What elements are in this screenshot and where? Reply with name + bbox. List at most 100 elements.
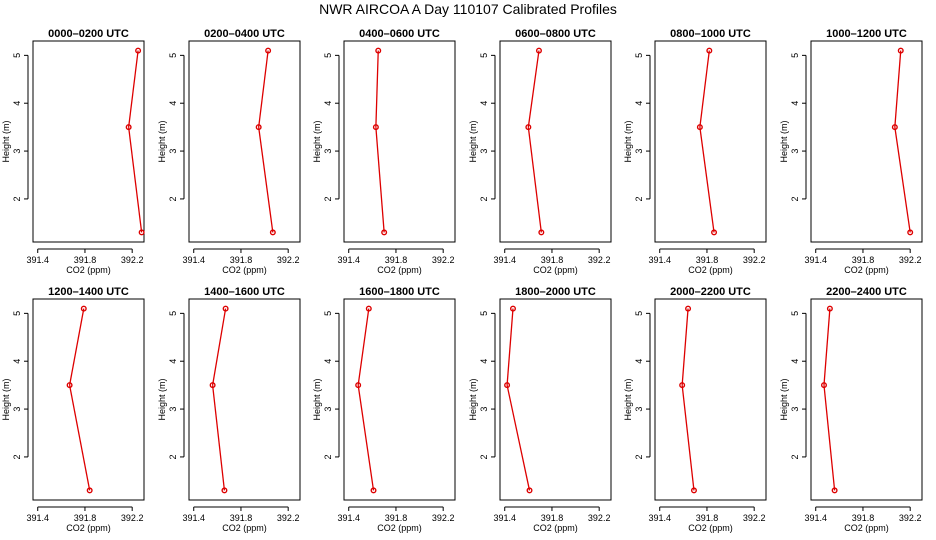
- x-tick-label: 391.8: [696, 255, 719, 265]
- series-line-segment: [527, 127, 542, 233]
- x-tick-label: 391.4: [182, 513, 205, 523]
- data-point: [222, 305, 229, 312]
- plot-frame: [32, 298, 145, 501]
- panel-title: 0400–0600 UTC: [359, 28, 440, 40]
- plot-frame: [810, 40, 923, 243]
- data-point: [696, 124, 703, 131]
- plot-frame: [654, 40, 767, 243]
- data-point: [526, 487, 533, 494]
- data-point: [679, 382, 686, 389]
- series-line-segment: [258, 50, 269, 128]
- y-tick-label: 5: [790, 311, 800, 316]
- y-tick-label: 2: [790, 196, 800, 201]
- series-line-segment: [258, 127, 274, 233]
- x-tick-label: 391.8: [541, 513, 564, 523]
- y-tick-label: 4: [479, 101, 489, 106]
- x-tick-label: 391.8: [74, 255, 97, 265]
- x-tick-label: 392.2: [588, 513, 611, 523]
- series-line-segment: [681, 308, 689, 386]
- x-axis-label: CO2 (ppm): [533, 265, 578, 275]
- x-axis-label: CO2 (ppm): [66, 523, 111, 533]
- data-point: [525, 124, 532, 131]
- x-axis-label: CO2 (ppm): [377, 265, 422, 275]
- panel-title: 1000–1200 UTC: [826, 28, 907, 40]
- x-axis-label: CO2 (ppm): [222, 265, 267, 275]
- y-axis-label: Height (m): [312, 120, 322, 162]
- x-tick-label: 392.2: [121, 513, 144, 523]
- chart-panel: 1400–1600 UTC 391.4 391.8 392.2 CO2 (ppm) 2 3 4…: [157, 286, 301, 533]
- y-axis-label: Height (m): [468, 120, 478, 162]
- data-point: [381, 229, 388, 236]
- y-tick-label: 5: [12, 53, 22, 58]
- chart-panel: 0200–0400 UTC 391.4 391.8 392.2 CO2 (ppm) 2 3 4…: [157, 28, 301, 275]
- y-tick-label: 2: [168, 454, 178, 459]
- x-tick-label: 392.2: [899, 513, 922, 523]
- plot-frame: [654, 298, 767, 501]
- series-line-segment: [375, 50, 379, 128]
- panel-title: 1200–1400 UTC: [48, 286, 129, 298]
- x-axis-label: CO2 (ppm): [533, 523, 578, 533]
- panel-title: 2200–2400 UTC: [826, 286, 907, 298]
- x-tick-label: 391.4: [648, 255, 671, 265]
- data-point: [820, 382, 827, 389]
- plot-frame: [343, 40, 456, 243]
- y-tick-label: 3: [323, 407, 333, 412]
- x-tick-label: 391.8: [696, 513, 719, 523]
- y-axis-label: Height (m): [779, 120, 789, 162]
- y-tick-label: 3: [323, 149, 333, 154]
- y-tick-label: 2: [479, 454, 489, 459]
- data-point: [86, 487, 93, 494]
- x-tick-label: 391.4: [493, 513, 516, 523]
- chart-panel: 2000–2200 UTC 391.4 391.8 392.2 CO2 (ppm) 2 3 4…: [623, 286, 767, 533]
- y-tick-label: 4: [12, 101, 22, 106]
- y-tick-label: 2: [168, 196, 178, 201]
- series-line-segment: [68, 308, 85, 386]
- x-tick-label: 392.2: [588, 255, 611, 265]
- y-axis-label: Height (m): [157, 378, 167, 420]
- y-axis-label: Height (m): [623, 120, 633, 162]
- x-tick-label: 392.2: [277, 513, 300, 523]
- y-tick-label: 2: [634, 196, 644, 201]
- x-tick-label: 391.4: [26, 513, 49, 523]
- y-tick-label: 2: [479, 196, 489, 201]
- x-axis-label: CO2 (ppm): [844, 523, 889, 533]
- y-tick-label: 5: [168, 53, 178, 58]
- x-tick-label: 391.8: [74, 513, 97, 523]
- y-tick-label: 3: [790, 407, 800, 412]
- series-line-segment: [894, 50, 902, 128]
- y-tick-label: 4: [790, 101, 800, 106]
- y-tick-label: 3: [12, 407, 22, 412]
- y-tick-label: 4: [634, 359, 644, 364]
- y-tick-label: 5: [634, 53, 644, 58]
- chart-panel: 1200–1400 UTC 391.4 391.8 392.2 CO2 (ppm) 2 3 4…: [1, 286, 145, 533]
- y-tick-label: 3: [479, 407, 489, 412]
- y-tick-label: 3: [790, 149, 800, 154]
- x-tick-label: 392.2: [899, 255, 922, 265]
- plot-frame: [499, 40, 612, 243]
- x-tick-label: 391.4: [493, 255, 516, 265]
- chart-panel: 1600–1800 UTC 391.4 391.8 392.2 CO2 (ppm) 2 3 4…: [312, 286, 456, 533]
- series-line-segment: [211, 385, 226, 491]
- series-line-segment: [681, 385, 695, 491]
- x-tick-label: 392.2: [743, 255, 766, 265]
- chart-panel: 1000–1200 UTC 391.4 391.8 392.2 CO2 (ppm) 2 3 4…: [779, 28, 923, 275]
- x-tick-label: 391.4: [182, 255, 205, 265]
- y-tick-label: 2: [634, 454, 644, 459]
- chart-panel: 0600–0800 UTC 391.4 391.8 392.2 CO2 (ppm) 2 3 4…: [468, 28, 612, 275]
- y-tick-label: 3: [634, 149, 644, 154]
- series-line-segment: [357, 385, 375, 491]
- data-point: [509, 305, 516, 312]
- y-tick-label: 5: [479, 311, 489, 316]
- chart-panel: 0400–0600 UTC 391.4 391.8 392.2 CO2 (ppm) 2 3 4…: [312, 28, 456, 275]
- data-point: [265, 47, 272, 54]
- series-line-segment: [506, 308, 514, 386]
- y-axis-label: Height (m): [623, 378, 633, 420]
- plot-frame: [188, 298, 301, 501]
- y-tick-label: 4: [323, 359, 333, 364]
- chart-panel: 1800–2000 UTC 391.4 391.8 392.2 CO2 (ppm) 2 3 4…: [468, 286, 612, 533]
- y-tick-label: 2: [323, 454, 333, 459]
- y-tick-label: 3: [634, 407, 644, 412]
- y-axis-label: Height (m): [779, 378, 789, 420]
- plot-frame: [810, 298, 923, 501]
- data-point: [138, 229, 145, 236]
